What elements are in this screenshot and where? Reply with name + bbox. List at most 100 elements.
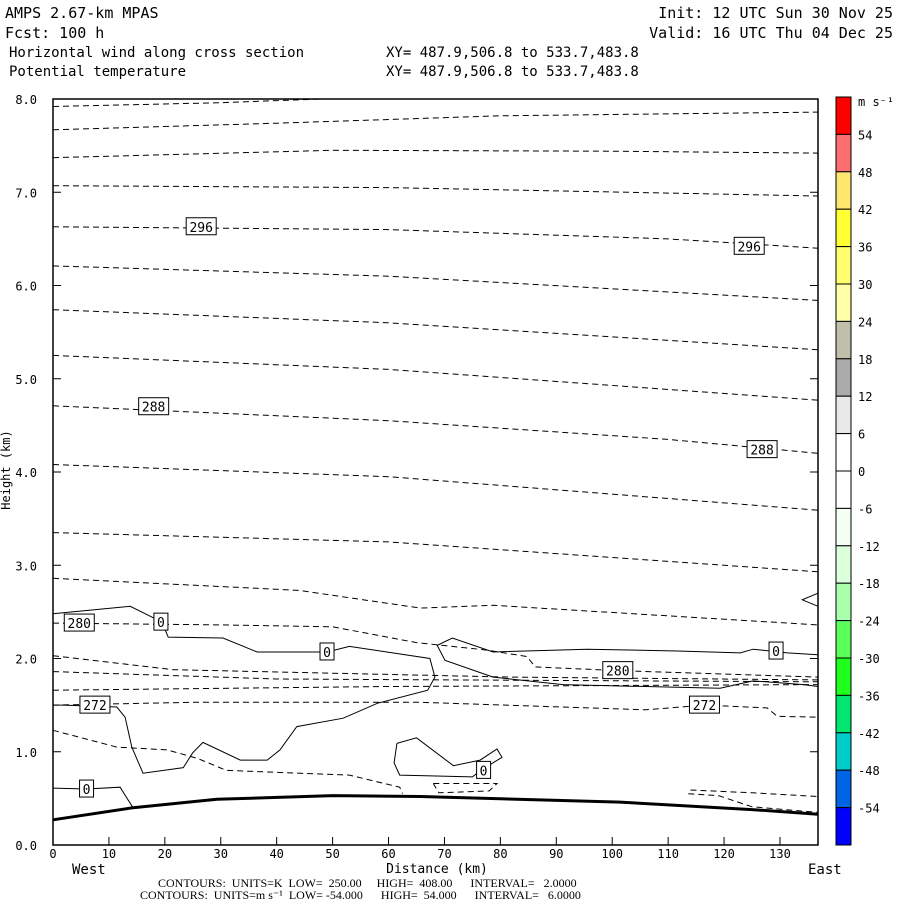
contour-label: 288	[750, 444, 773, 459]
colorbar-label: -36	[858, 689, 880, 703]
theta-contour	[52, 701, 819, 718]
theta-contour	[432, 783, 499, 794]
colorbar-swatch	[835, 246, 852, 285]
colorbar-swatch	[835, 320, 852, 360]
colorbar-label: -54	[858, 802, 880, 816]
contour-label-box	[79, 695, 111, 714]
theta-contour	[52, 671, 819, 683]
contour-label: 0	[83, 783, 91, 798]
colorbar-label: -24	[858, 615, 880, 629]
theta-contour	[52, 464, 819, 511]
theta-contour	[52, 354, 819, 401]
colorbar-label: 42	[858, 203, 872, 217]
contour-label: 280	[68, 617, 91, 632]
contour-label-box	[768, 641, 784, 660]
colorbar-label: -42	[858, 727, 880, 741]
field1-xy: XY= 487.9,506.8 to 533.7,483.8	[386, 45, 639, 61]
field2-name: Potential temperature	[9, 64, 186, 80]
contour-label-box	[602, 661, 634, 680]
wind-contour	[52, 605, 436, 774]
wind-contour	[801, 592, 819, 607]
y-tick-label: 4.0	[15, 466, 37, 480]
colorbar-swatch	[835, 582, 852, 622]
contour-label: 0	[480, 764, 488, 779]
x-tick-label: 40	[269, 847, 283, 861]
wind-contour	[393, 737, 503, 778]
colorbar-swatch	[835, 96, 852, 135]
colorbar-label: 48	[858, 166, 872, 180]
plot-frame	[52, 98, 819, 846]
theta-contour	[688, 793, 819, 813]
colorbar-label: 18	[858, 353, 872, 367]
colorbar-label: 12	[858, 390, 872, 404]
contour-label-box	[138, 397, 170, 416]
colorbar-label: 24	[858, 315, 872, 329]
contour-label: 272	[693, 699, 716, 714]
contour-label-box	[476, 760, 492, 779]
valid-time: Valid: 16 UTC Thu 04 Dec 25	[649, 24, 893, 42]
theta-contour	[52, 655, 819, 681]
y-tick-label: 1.0	[15, 746, 37, 760]
colorbar-swatch	[835, 433, 852, 472]
colorbar-swatch	[835, 208, 852, 248]
theta-contour	[52, 98, 322, 107]
init-time: Init: 12 UTC Sun 30 Nov 25	[658, 4, 893, 22]
x-tick-label: 30	[214, 847, 228, 861]
x-tick-label: 130	[769, 847, 791, 861]
colorbar-label: -18	[858, 577, 880, 591]
x-tick-label: 20	[158, 847, 172, 861]
theta-contour-info: CONTOURS: UNITS=K LOW= 250.00 HIGH= 408.…	[158, 876, 577, 890]
contour-label: 0	[772, 645, 780, 660]
colorbar-label: -30	[858, 652, 880, 666]
contour-label-box	[153, 612, 169, 631]
theta-contour	[52, 577, 819, 626]
colorbar-label: 0	[858, 465, 865, 479]
colorbar-label: 54	[858, 128, 872, 142]
theta-contour	[690, 789, 819, 797]
y-tick-label: 5.0	[15, 373, 37, 387]
contour-label-box	[79, 779, 95, 798]
y-tick-label: 6.0	[15, 280, 37, 294]
field1-name: Horizontal wind along cross section	[9, 45, 304, 61]
colorbar-swatch	[835, 133, 852, 173]
colorbar-swatch	[835, 620, 852, 659]
axes: 0 10 20 30 40 50 60 70 80 90 100 110 120 130 0.0 1.0 2.0…	[15, 93, 818, 861]
contour-label: 296	[189, 221, 212, 236]
colorbar-swatch	[835, 657, 852, 696]
theta-contour	[52, 111, 819, 131]
colorbar-swatch	[835, 694, 852, 734]
contour-label-box	[63, 613, 95, 632]
theta-contour	[52, 405, 819, 454]
colorbar-swatch	[835, 732, 852, 771]
colorbar: 54 48 42 36 30 24 18 12 6 0 -6 -12 -18 -24 -30 -36 -42 -4…	[835, 96, 880, 846]
colorbar-swatch	[835, 807, 852, 846]
colorbar-label: -48	[858, 764, 880, 778]
colorbar-swatch	[835, 395, 852, 435]
theta-contour	[52, 226, 819, 249]
colorbar-label: 30	[858, 278, 872, 292]
colorbar-label: -6	[858, 502, 872, 516]
contour-label-box	[185, 217, 217, 236]
colorbar-swatch	[835, 470, 852, 509]
x-tick-label: 110	[657, 847, 679, 861]
colorbar-swatch	[835, 769, 852, 809]
contour-label-box	[746, 440, 778, 459]
contour-label-box	[733, 236, 765, 255]
x-tick-label: 90	[549, 847, 563, 861]
colorbar-unit: m s⁻¹	[858, 95, 894, 109]
colorbar-swatch	[835, 545, 852, 584]
theta-contour	[52, 532, 819, 573]
colorbar-swatch	[835, 358, 852, 397]
colorbar-label: 6	[858, 428, 865, 442]
wind-contour	[436, 637, 819, 689]
x-tick-label: 10	[102, 847, 116, 861]
theta-contour	[52, 149, 819, 159]
forecast-hour: Fcst: 100 h	[5, 24, 104, 42]
field2-xy: XY= 487.9,506.8 to 533.7,483.8	[386, 64, 639, 80]
plot-area: 296 296 288 288 280 280 272 272 0 0 0 0 0	[52, 98, 819, 822]
east-label: East	[808, 862, 842, 878]
x-tick-label: 120	[713, 847, 735, 861]
x-axis-label: Distance (km)	[386, 862, 488, 877]
colorbar-label: -12	[858, 540, 880, 554]
